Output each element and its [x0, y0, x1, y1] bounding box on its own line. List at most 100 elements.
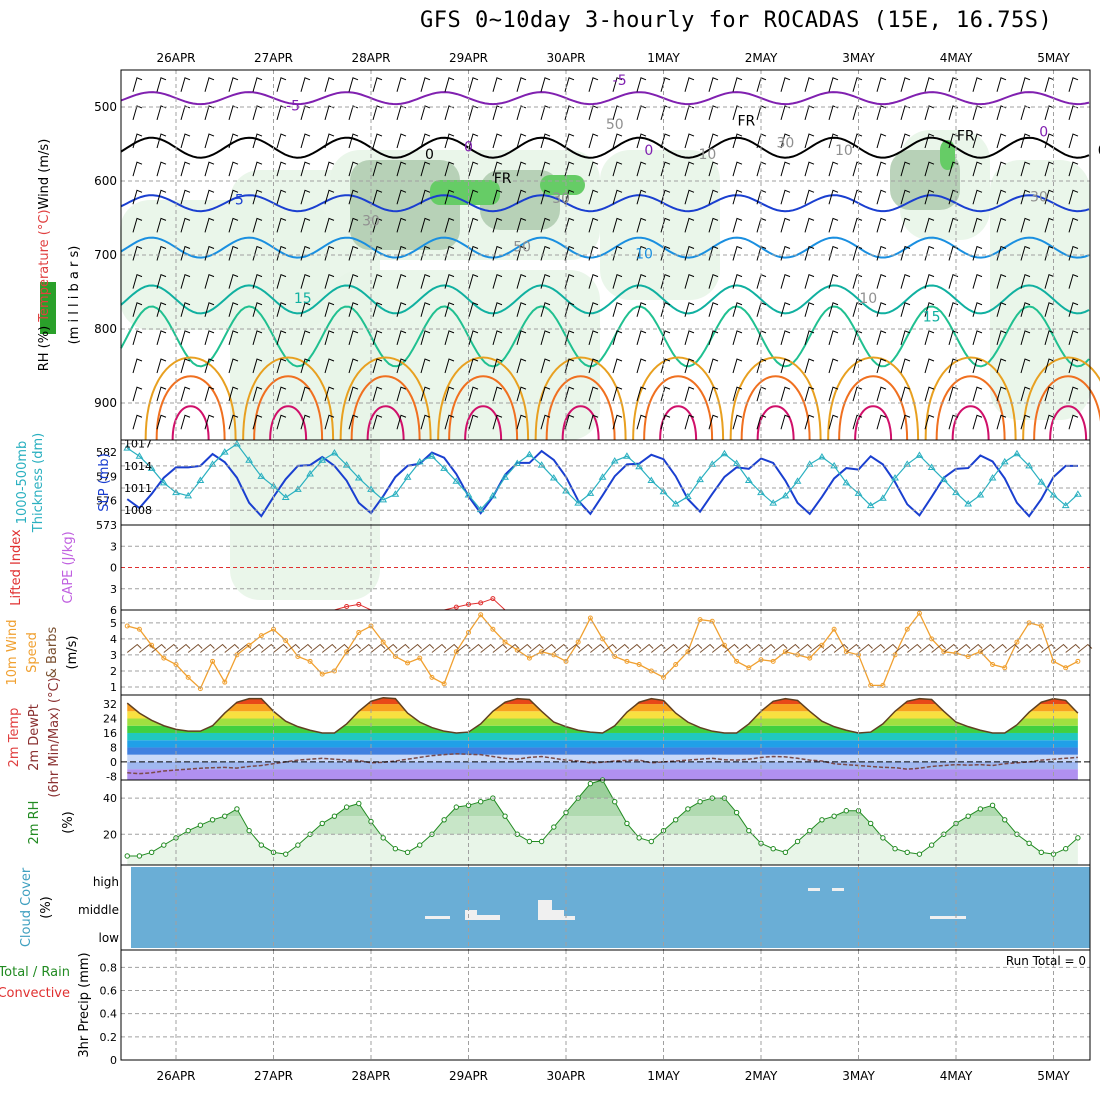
- wind-barb: [1068, 217, 1079, 233]
- temp-band: [127, 761, 1078, 770]
- wind-barb-10m: [516, 643, 532, 653]
- wind-speed-marker: [1002, 665, 1008, 671]
- wind-barb: [252, 133, 263, 149]
- rh-marker: [648, 838, 655, 845]
- wind-barb-10m: [992, 643, 1007, 653]
- wind-barb: [876, 386, 887, 402]
- bottom-date-label: 30APR: [546, 1069, 585, 1083]
- wind-barb: [852, 133, 863, 149]
- wind-barb: [492, 245, 503, 261]
- wind-barb: [180, 386, 191, 402]
- wind-speed-marker: [319, 671, 325, 677]
- wind-barb: [564, 302, 575, 317]
- wind-barb: [708, 358, 719, 374]
- wind-bg: [121, 610, 1090, 695]
- wind-barb: [828, 414, 839, 430]
- wind-speed-marker: [624, 658, 630, 664]
- wind-barb: [804, 161, 815, 177]
- wind-barb: [420, 189, 431, 205]
- wind-barb: [1020, 217, 1031, 233]
- rh-marker: [1002, 817, 1008, 823]
- rh-marker: [612, 799, 618, 805]
- wind-barb: [1020, 77, 1031, 92]
- rh-marker: [222, 813, 228, 819]
- thickness-marker: [196, 476, 205, 483]
- thickness-marker: [391, 490, 400, 497]
- wind-barb: [636, 77, 647, 92]
- thickness-marker: [537, 461, 546, 468]
- rh-marker: [636, 835, 642, 841]
- thickness-marker: [147, 464, 156, 471]
- upper-ylabel-sub: (m i l l i b a r s): [67, 246, 82, 345]
- wind-barb: [924, 414, 935, 430]
- rh-marker: [587, 780, 594, 787]
- wind-barb: [612, 189, 623, 205]
- wind-barb: [300, 133, 311, 149]
- wind-barb: [924, 77, 935, 92]
- wind-barb: [876, 77, 887, 92]
- wind-speed-marker: [721, 642, 727, 648]
- precip-tick-label: 0.4: [100, 1008, 118, 1021]
- contour-10: [120, 236, 1090, 259]
- rh-marker: [782, 849, 789, 856]
- wind-barb: [348, 330, 359, 346]
- wind-barb: [516, 189, 527, 205]
- wind-barb: [156, 414, 167, 430]
- wind-barb: [804, 77, 815, 92]
- wind-barb-10m: [443, 643, 459, 653]
- wind-barb: [1068, 414, 1079, 430]
- wind-barb: [804, 189, 815, 205]
- wind-barb: [300, 161, 311, 177]
- panel-frame-precip: [120, 949, 1091, 1061]
- wind-barb: [852, 302, 863, 317]
- top-date-label: 29APR: [449, 51, 488, 65]
- wind-barb-10m: [297, 643, 313, 653]
- wind-speed-marker: [161, 655, 167, 661]
- wind-barb: [708, 189, 719, 205]
- wind-barb: [156, 245, 167, 261]
- temp-ylabel-text: (6hr Min/Max) (°C): [47, 677, 62, 797]
- pressure-tick-label: 500: [94, 100, 117, 114]
- wind-barb: [372, 189, 383, 205]
- wind-barb: [636, 217, 647, 233]
- rh-marker: [904, 849, 910, 856]
- wind-barb: [204, 273, 215, 289]
- wind-barb: [852, 358, 863, 374]
- contour-label: 0: [425, 147, 434, 163]
- wind-barb: [804, 302, 815, 317]
- wind-barb: [348, 217, 359, 233]
- bl-temp-contour: [366, 405, 405, 441]
- wind-barb: [156, 330, 167, 346]
- wind-barb: [1020, 245, 1031, 261]
- thickness-marker: [842, 478, 851, 486]
- wind-barb: [1068, 358, 1079, 374]
- wind-barb: [348, 386, 359, 402]
- wind-barb: [516, 133, 527, 149]
- rh-marker: [770, 846, 776, 852]
- wind-barb: [612, 273, 623, 289]
- wind-barb: [372, 77, 383, 92]
- wind-barb-10m: [407, 643, 422, 653]
- thickness-marker: [428, 452, 436, 459]
- temp-band: [127, 740, 1078, 748]
- wind-barb: [660, 133, 671, 149]
- rh-marker: [538, 838, 545, 845]
- wind-barb: [588, 386, 599, 402]
- wind-barb: [252, 105, 263, 121]
- thickness-marker: [379, 495, 388, 503]
- wind-barb: [156, 217, 167, 233]
- wind-barb: [204, 77, 215, 92]
- precip-bg: [121, 950, 1090, 1060]
- precip-label-total: Total / Rain: [0, 965, 70, 980]
- wind-barb: [996, 386, 1007, 402]
- temp-band: [127, 732, 1078, 741]
- wind-speed-marker: [405, 660, 411, 666]
- wind-barb: [396, 77, 407, 92]
- wind-barb: [636, 189, 647, 205]
- wind-barb-10m: [675, 643, 691, 653]
- wind-barb: [996, 302, 1007, 317]
- wind-barb-10m: [772, 643, 788, 653]
- bl-temp-contour: [339, 356, 432, 441]
- wind-barb: [516, 414, 527, 430]
- rh-marker: [831, 813, 837, 819]
